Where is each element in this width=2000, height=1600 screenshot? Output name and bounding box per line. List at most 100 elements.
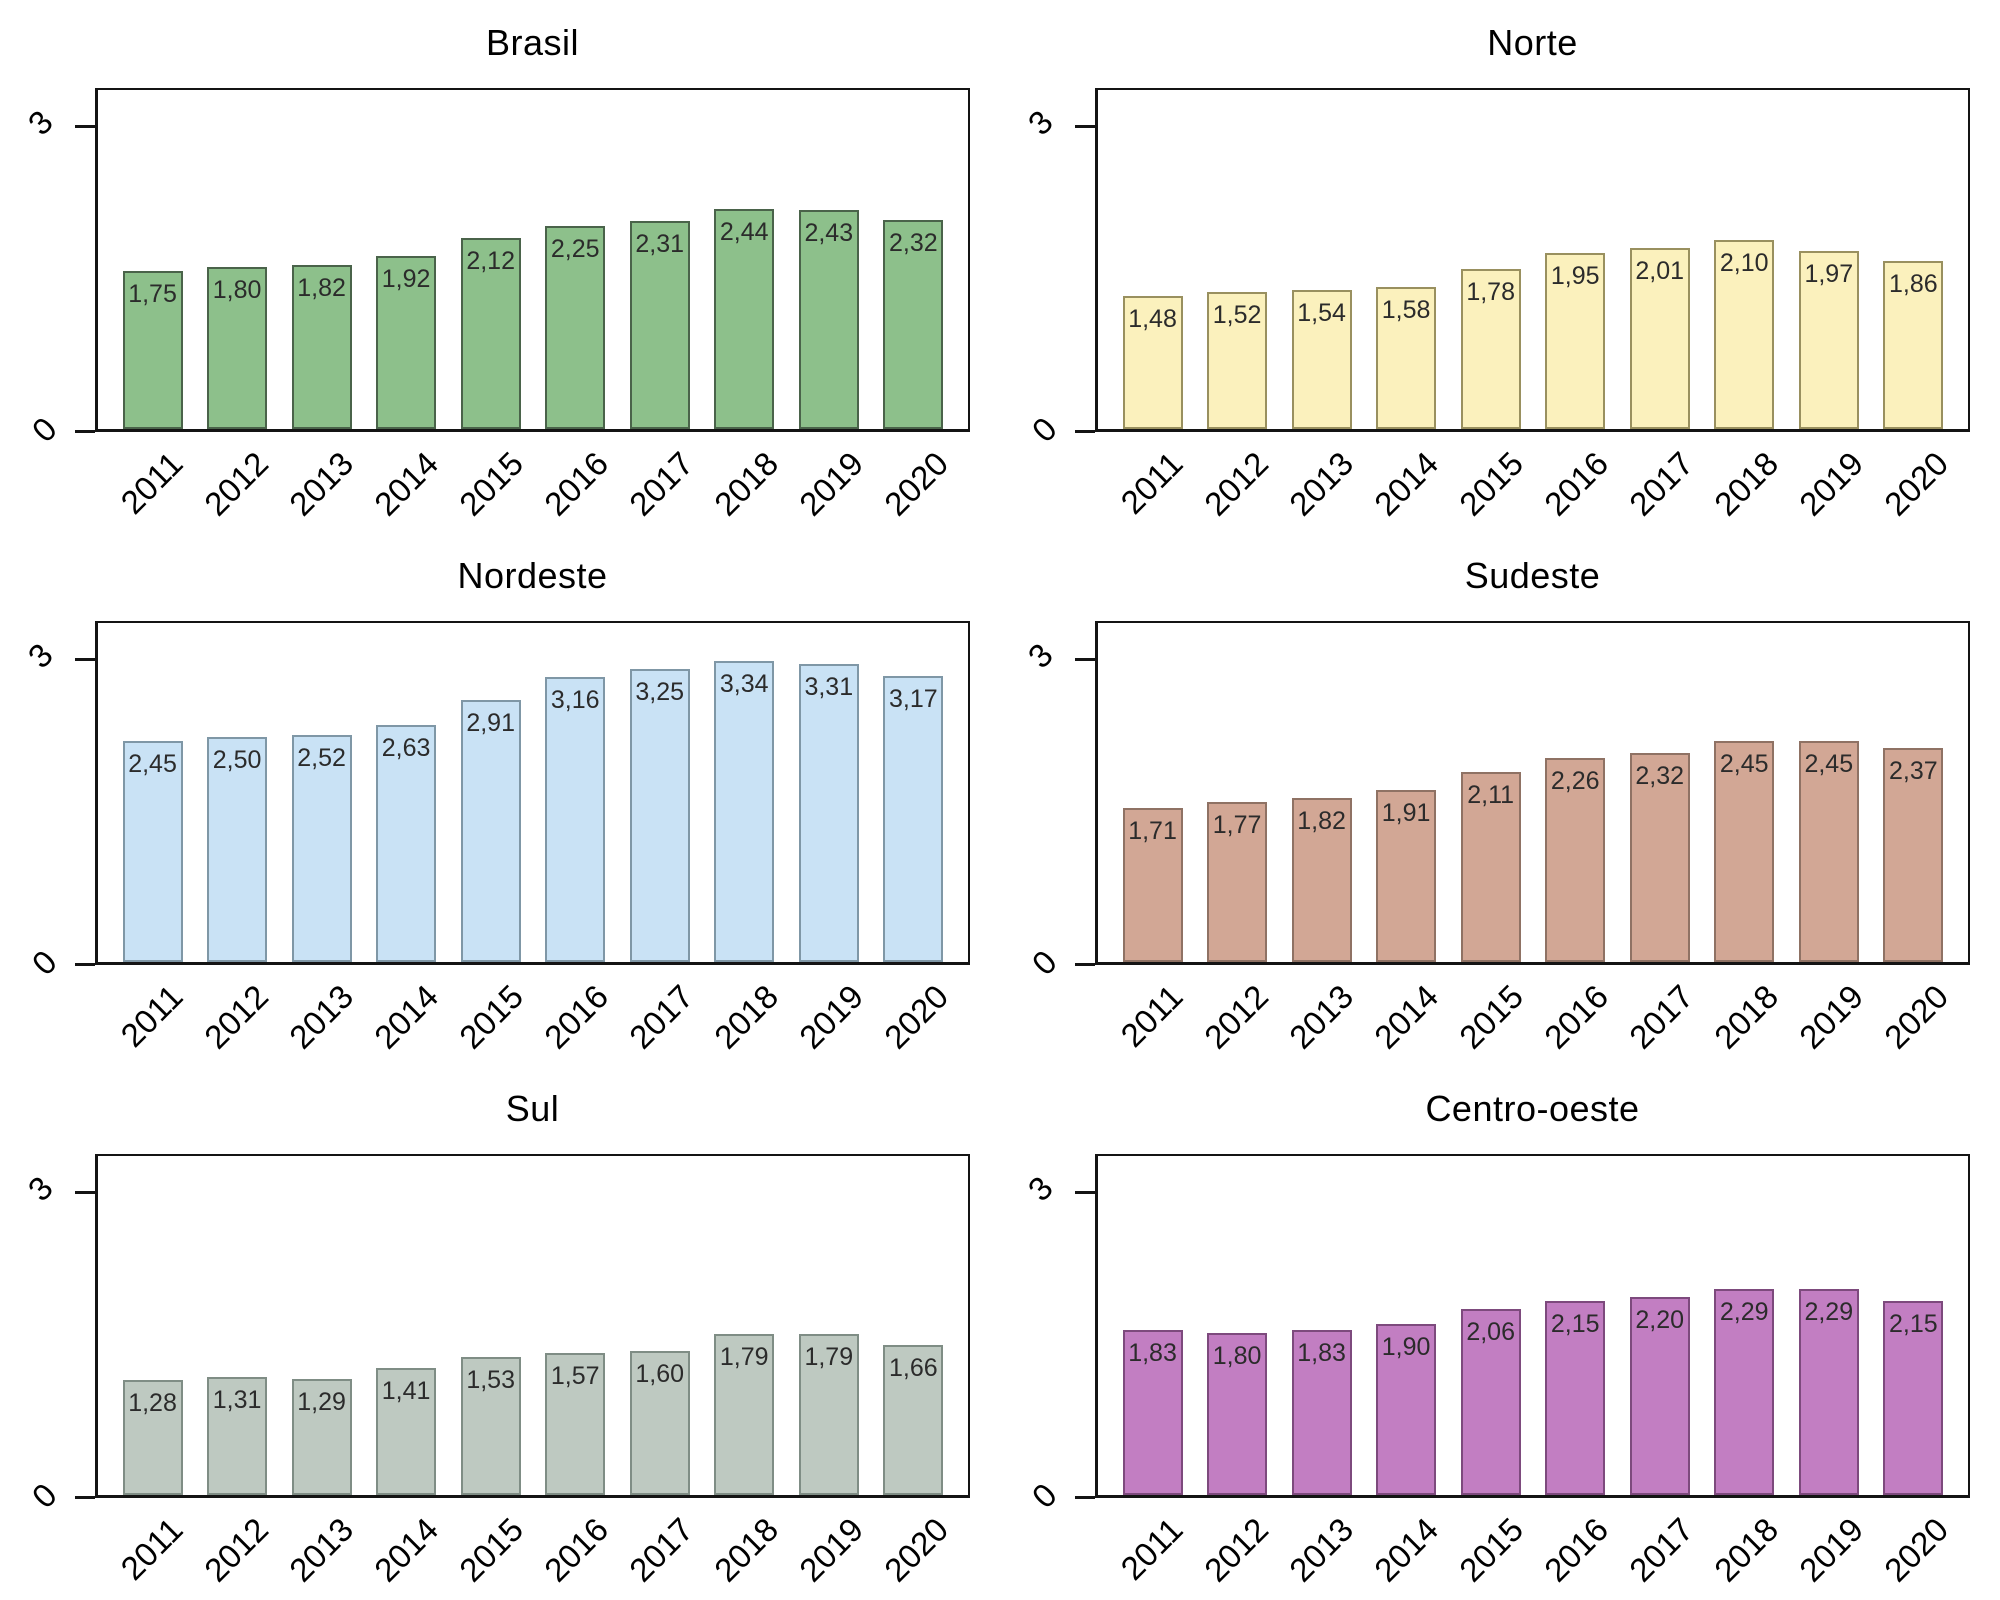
x-axis-tick-label: 2015 — [1451, 977, 1530, 1056]
x-axis-tick-label: 2020 — [876, 1510, 955, 1589]
y-axis-tickmark-0 — [1075, 1496, 1095, 1499]
x-axis-tick-label: 2013 — [1281, 444, 1360, 523]
x-axis-labels: 2011 2012 2013 2014 2015 2016 2017 2018 2019 2020 — [1095, 965, 1970, 1065]
x-axis-slot: 2014 — [367, 965, 445, 1065]
x-axis-tick-label: 2015 — [451, 977, 530, 1056]
y-axis-tickmark-3 — [1075, 1190, 1095, 1194]
bar-value-label: 2,15 — [1550, 1310, 1600, 1339]
y-axis-tick-label-0: 0 — [24, 942, 64, 983]
plot-area: 3 0 2,45 2,50 2,52 2,63 2,91 3,16 3,25 3,34 3,31… — [21, 621, 970, 1056]
x-axis-tick-label: 2012 — [196, 444, 275, 523]
y-axis-tick-label-0: 0 — [1024, 1475, 1064, 1516]
bar-value-label: 1,90 — [1381, 1332, 1431, 1361]
bar-value-label: 2,37 — [1888, 757, 1938, 786]
x-axis-slot: 2015 — [1452, 432, 1530, 532]
plot-area: 3 0 1,48 1,52 1,54 1,58 1,78 1,95 2,01 2,10 1,97… — [1021, 88, 1970, 523]
x-axis-tick-label: 2011 — [1113, 444, 1190, 521]
x-axis-tick-label: 2011 — [113, 977, 190, 1054]
bar-value-label: 2,26 — [1550, 767, 1600, 796]
bar-2020: 2,32 — [883, 219, 944, 429]
x-axis-slot: 2014 — [1367, 965, 1445, 1065]
y-axis-tickmark-3 — [1075, 657, 1095, 661]
y-axis-tickmark-0 — [75, 430, 95, 433]
bar-value-label: 1,91 — [1381, 798, 1431, 827]
chart-title: Norte — [1487, 22, 1578, 63]
bar-value-label: 1,79 — [804, 1342, 854, 1371]
y-axis-tickmark-0 — [75, 963, 95, 966]
bar-value-label: 2,12 — [466, 246, 515, 275]
bar-2020: 2,37 — [1883, 748, 1944, 962]
bar-2014: 1,41 — [376, 1367, 437, 1495]
x-axis-labels: 2011 2012 2013 2014 2015 2016 2017 2018 2019 2020 — [95, 1498, 970, 1598]
x-axis-slot: 2019 — [792, 965, 870, 1065]
bar-2018: 2,29 — [1714, 1288, 1775, 1495]
bar-value-label: 3,17 — [888, 685, 938, 714]
y-axis-tick-label-0: 0 — [1024, 409, 1064, 450]
bar-2015: 1,78 — [1460, 268, 1521, 429]
bar-value-label: 1,86 — [1888, 270, 1938, 299]
x-axis-tick-label: 2013 — [1281, 977, 1360, 1056]
bar-2015: 2,12 — [460, 237, 521, 429]
bar-2013: 2,52 — [291, 734, 352, 962]
bar-value-label: 1,31 — [212, 1385, 262, 1414]
x-axis-slot: 2020 — [1877, 1498, 1955, 1598]
x-axis-slot: 2011 — [1113, 965, 1189, 1065]
bar-2015: 2,06 — [1460, 1309, 1521, 1495]
bar-2017: 2,32 — [1629, 752, 1690, 962]
bar-value-label: 1,41 — [381, 1376, 431, 1405]
bar-2014: 1,92 — [376, 255, 437, 429]
x-axis-tick-label: 2019 — [791, 444, 870, 523]
x-axis-slot: 2015 — [452, 965, 530, 1065]
y-axis-tickmark-0 — [75, 1496, 95, 1499]
x-axis-slot: 2017 — [1622, 432, 1700, 532]
plot-area: 3 0 1,28 1,31 1,29 1,41 1,53 1,57 1,60 1,79 1,79… — [21, 1154, 970, 1589]
x-axis-slot: 2016 — [1537, 1498, 1615, 1598]
chart-title: Sudeste — [1464, 555, 1601, 596]
bar-2015: 1,53 — [460, 1357, 521, 1495]
x-axis-tick-label: 2015 — [1451, 444, 1530, 523]
x-axis-tick-label: 2018 — [706, 977, 785, 1056]
x-axis-tick-label: 2020 — [1876, 977, 1955, 1056]
x-axis-tick-label: 2015 — [1451, 1510, 1530, 1589]
bars-container: 1,28 1,31 1,29 1,41 1,53 1,57 1,60 1,79 1,79 1,66 — [98, 1156, 968, 1495]
plot-frame: 1,75 1,80 1,82 1,92 2,12 2,25 2,31 2,44 2,43 2,32 — [95, 88, 970, 432]
x-axis-slot: 2020 — [1877, 432, 1955, 532]
bar-value-label: 1,66 — [888, 1354, 938, 1383]
x-axis-tick-label: 2020 — [876, 444, 955, 523]
x-axis-labels: 2011 2012 2013 2014 2015 2016 2017 2018 2019 2020 — [1095, 1498, 1970, 1598]
chart-title: Nordeste — [457, 555, 608, 596]
bar-value-label: 1,80 — [212, 275, 262, 304]
x-axis-slot: 2019 — [1792, 1498, 1870, 1598]
chart-panel-norte: Norte 3 0 1,48 1,52 1,54 1,58 1,78 1,95 2,01 2,… — [1000, 0, 2000, 533]
bar-2012: 1,31 — [207, 1376, 268, 1495]
bar-2011: 1,75 — [122, 271, 183, 429]
bars-container: 1,71 1,77 1,82 1,91 2,11 2,26 2,32 2,45 2,45 2,37 — [1098, 623, 1968, 962]
y-axis-tickmark-3 — [75, 657, 95, 661]
x-axis-slot: 2017 — [622, 965, 700, 1065]
bar-2019: 2,29 — [1798, 1288, 1859, 1495]
bar-value-label: 2,45 — [1719, 750, 1769, 779]
bar-2017: 1,60 — [629, 1350, 690, 1495]
bar-value-label: 3,25 — [635, 677, 685, 706]
x-axis-slot: 2011 — [113, 432, 189, 532]
x-axis-slot: 2019 — [1792, 432, 1870, 532]
bar-value-label: 3,31 — [804, 672, 854, 701]
bar-value-label: 2,32 — [888, 228, 938, 257]
x-axis-tick-label: 2018 — [1706, 444, 1785, 523]
bar-2011: 2,45 — [122, 741, 183, 962]
x-axis-tick-label: 2017 — [1621, 1510, 1700, 1589]
bar-2018: 2,44 — [714, 209, 775, 429]
x-axis-tick-label: 2016 — [536, 444, 615, 523]
x-axis-tick-label: 2019 — [1791, 1510, 1870, 1589]
x-axis-slot: 2014 — [1367, 432, 1445, 532]
bar-2014: 1,90 — [1376, 1323, 1437, 1495]
x-axis-slot: 2018 — [707, 965, 785, 1065]
chart-panel-brasil: Brasil 3 0 1,75 1,80 1,82 1,92 2,12 2,25 2,31 2… — [0, 0, 1000, 533]
bar-2016: 1,57 — [545, 1353, 606, 1495]
x-axis-slot: 2014 — [1367, 1498, 1445, 1598]
bar-value-label: 2,50 — [212, 745, 262, 774]
bar-2019: 2,45 — [1798, 741, 1859, 962]
x-axis-slot: 2011 — [1113, 1498, 1189, 1598]
chart-title: Centro-oeste — [1425, 1088, 1640, 1129]
bar-value-label: 2,31 — [635, 229, 685, 258]
